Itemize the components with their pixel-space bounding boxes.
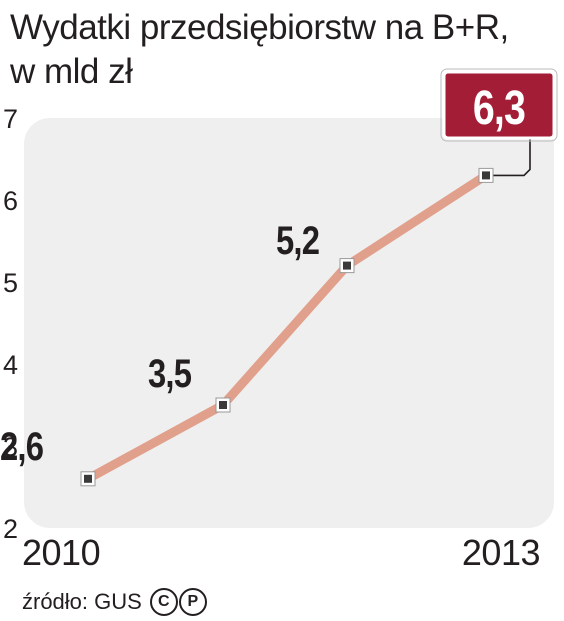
copyright-p-icon: P xyxy=(178,588,207,616)
callout-value-label: 6,3 xyxy=(473,81,525,135)
data-point-marker-core xyxy=(482,171,490,180)
data-label: 2,6 xyxy=(0,424,44,469)
source-label: źródło: GUS xyxy=(22,589,142,614)
x-tick-label: 2013 xyxy=(462,532,540,573)
callout-box-outline xyxy=(440,68,558,142)
data-label: 3,5 xyxy=(148,351,192,396)
y-tick-label: 7 xyxy=(3,104,18,134)
y-tick-label: 4 xyxy=(3,350,18,380)
data-point-marker xyxy=(478,167,494,183)
x-axis-ticks: 2010 2013 xyxy=(22,532,541,573)
data-label: 5,2 xyxy=(276,218,319,263)
data-point-marker-core xyxy=(84,474,92,483)
source-note: źródło: GUS C P xyxy=(22,588,207,616)
data-point-marker-core xyxy=(343,261,351,270)
copyright-marks: C P xyxy=(149,588,207,616)
y-tick-label: 6 xyxy=(3,186,18,216)
data-labels: 2,6 3,5 5,2 6,3 xyxy=(0,81,526,469)
chart-title-line-1: Wydatki przedsiębiorstw na B+R, xyxy=(10,8,509,47)
x-tick-label: 2010 xyxy=(22,532,100,573)
y-tick-label: 5 xyxy=(3,268,18,298)
data-point-marker xyxy=(339,258,355,274)
series-line xyxy=(83,170,491,484)
data-point-marker xyxy=(215,397,231,413)
y-tick-label: 3 xyxy=(3,432,18,462)
chart-title-line-2: w mld zł xyxy=(10,52,133,91)
y-tick-label: 2 xyxy=(3,514,18,544)
data-point-marker-core xyxy=(219,401,227,409)
callout-connector xyxy=(492,138,531,177)
highlight-callout xyxy=(440,68,558,177)
data-point-marker xyxy=(80,471,96,487)
y-axis-ticks: 2 3 4 5 6 7 xyxy=(3,104,18,544)
copyright-c-icon: C xyxy=(149,588,178,616)
chart-title: Wydatki przedsiębiorstw na B+R, w mld zł xyxy=(10,6,560,94)
data-points xyxy=(80,167,494,487)
callout-box xyxy=(442,70,556,140)
